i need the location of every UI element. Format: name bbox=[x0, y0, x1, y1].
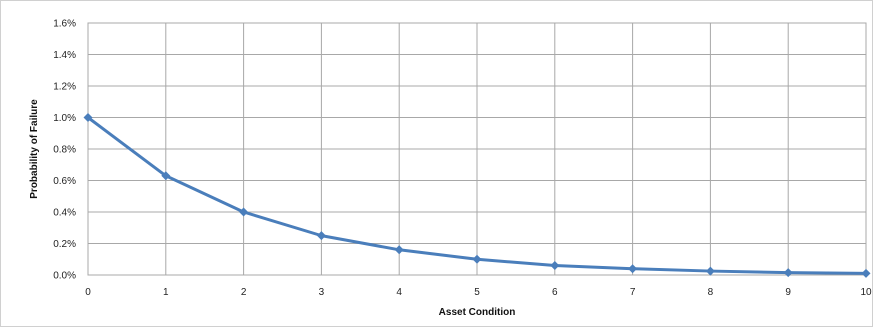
y-tick-label: 0.8% bbox=[53, 145, 76, 156]
grid-layer bbox=[87, 22, 867, 276]
x-axis-title: Asset Condition bbox=[439, 307, 516, 318]
plot-area-border bbox=[87, 22, 867, 276]
y-axis-title: Probability of Failure bbox=[29, 99, 40, 199]
y-tick-label: 0.4% bbox=[53, 208, 76, 219]
data-point-marker bbox=[83, 113, 93, 122]
y-tick-label: 0.2% bbox=[53, 239, 76, 250]
x-axis-tick-labels: 0 1 2 3 4 5 6 7 8 9 10 bbox=[85, 287, 872, 298]
y-tick-label: 1.6% bbox=[53, 19, 76, 30]
series-layer bbox=[83, 113, 871, 278]
x-tick-label: 0 bbox=[85, 287, 91, 298]
x-tick-label: 8 bbox=[708, 287, 714, 298]
data-point-marker bbox=[783, 268, 793, 278]
y-tick-label: 1.4% bbox=[53, 50, 76, 61]
data-point-marker bbox=[161, 171, 171, 181]
x-tick-label: 6 bbox=[552, 287, 558, 298]
data-point-marker bbox=[316, 231, 326, 241]
x-tick-label: 9 bbox=[785, 287, 791, 298]
y-tick-label: 1.2% bbox=[53, 82, 76, 93]
data-point-marker bbox=[394, 245, 404, 255]
data-point-marker bbox=[705, 266, 715, 276]
x-tick-label: 2 bbox=[241, 287, 247, 298]
data-point-marker bbox=[628, 264, 638, 274]
y-tick-label: 0.0% bbox=[53, 271, 76, 282]
x-tick-label: 7 bbox=[630, 287, 636, 298]
x-tick-label: 5 bbox=[474, 287, 480, 298]
y-tick-label: 1.0% bbox=[53, 113, 76, 124]
data-point-marker bbox=[550, 261, 560, 271]
y-tick-label: 0.6% bbox=[53, 176, 76, 187]
x-tick-label: 10 bbox=[860, 287, 872, 298]
x-tick-label: 3 bbox=[319, 287, 325, 298]
data-point-marker bbox=[472, 254, 482, 264]
data-point-marker bbox=[239, 207, 249, 217]
y-axis-tick-labels: 0.0% 0.2% 0.4% 0.6% 0.8% 1.0% 1.2% 1.4% 1.6% bbox=[53, 19, 76, 282]
data-point-marker bbox=[861, 268, 871, 278]
x-tick-label: 1 bbox=[163, 287, 169, 298]
x-tick-label: 4 bbox=[396, 287, 402, 298]
